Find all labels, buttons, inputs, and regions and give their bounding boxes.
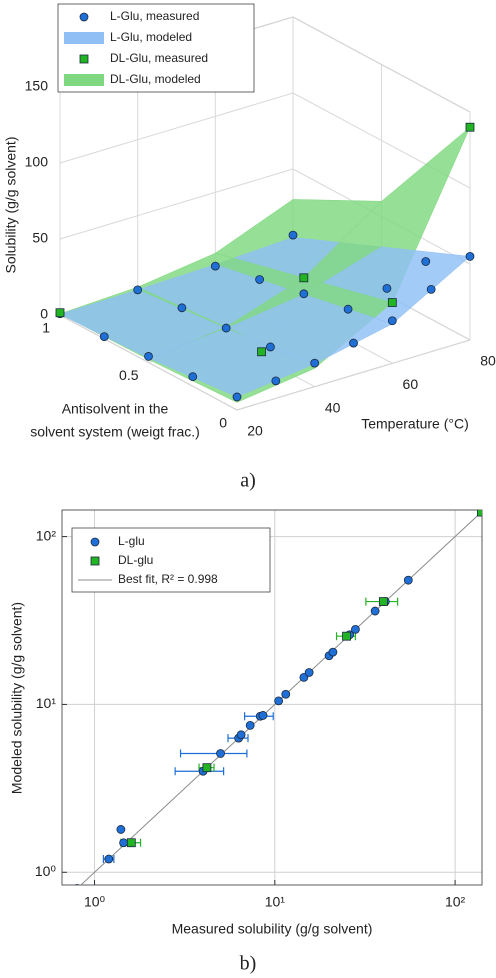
x-tick-label: 40 xyxy=(325,399,341,415)
y-axis-label: Antisolvent in the xyxy=(62,401,169,417)
data-point xyxy=(387,316,397,326)
caption: b) xyxy=(240,953,257,975)
data-point xyxy=(403,575,413,585)
data-point xyxy=(232,392,242,402)
data-point xyxy=(188,372,198,382)
legend-label: L-Glu, modeled xyxy=(110,30,192,44)
legend-marker xyxy=(79,54,89,64)
data-point xyxy=(465,251,475,261)
data-point xyxy=(126,838,136,848)
legend-box xyxy=(71,527,271,593)
data-point xyxy=(387,298,397,307)
data-point xyxy=(382,283,392,293)
z-axis-label: Solubility (g/g solvent) xyxy=(3,137,19,274)
data-point xyxy=(370,606,380,616)
data-point xyxy=(274,696,284,706)
data-point xyxy=(426,284,436,294)
data-point xyxy=(257,347,266,357)
data-point xyxy=(119,838,129,848)
data-point xyxy=(378,597,388,606)
data-point xyxy=(310,358,320,368)
y-axis-label: Modeled solubility (g/g solvent) xyxy=(9,602,25,794)
data-point xyxy=(351,624,360,634)
x-tick-label: 80 xyxy=(480,353,496,369)
axis-frame xyxy=(61,509,483,886)
legend-label: Best fit, R² = 0.998 xyxy=(118,572,218,586)
legend-swatch xyxy=(64,32,104,44)
legend-marker xyxy=(90,537,100,547)
y-axis-label: solvent system (weigt frac.) xyxy=(30,424,200,440)
data-point xyxy=(281,689,291,699)
data-point xyxy=(465,122,475,132)
data-point xyxy=(477,510,482,517)
legend-label: DL-glu xyxy=(118,553,153,567)
data-point xyxy=(144,352,153,361)
grid-line xyxy=(59,168,294,240)
data-point xyxy=(202,763,212,773)
data-point xyxy=(299,289,309,299)
data-point xyxy=(116,825,126,834)
grid-line xyxy=(59,92,294,164)
data-point xyxy=(288,230,298,240)
legend-label: DL-Glu, modeled xyxy=(110,72,201,86)
legend-label: L-Glu, measured xyxy=(110,9,199,23)
data-point xyxy=(421,257,431,266)
grid-line xyxy=(236,339,471,411)
data-point xyxy=(133,285,143,295)
data-point xyxy=(221,323,231,333)
data-point xyxy=(343,304,353,314)
error-bar xyxy=(179,749,248,758)
x-tick-label: 10⁰ xyxy=(84,894,106,910)
data-point xyxy=(236,730,246,740)
error-bar xyxy=(92,884,94,885)
data-point xyxy=(271,376,281,386)
legend-marker xyxy=(90,556,100,566)
y-tick-label: 10⁰ xyxy=(35,863,57,879)
caption: a) xyxy=(240,470,256,492)
y-tick-label: 10¹ xyxy=(36,695,57,711)
data-point xyxy=(328,647,338,657)
data-point xyxy=(99,332,109,342)
y-tick-label: 0 xyxy=(219,415,227,431)
data-point xyxy=(255,275,264,284)
data-point xyxy=(177,303,187,313)
x-tick-label: 10¹ xyxy=(265,894,286,910)
x-tick-label: 10² xyxy=(445,894,466,910)
z-tick-label: 0 xyxy=(40,306,48,322)
z-tick-label: 100 xyxy=(25,154,49,170)
y-tick-label: 1 xyxy=(42,320,50,336)
data-point xyxy=(266,342,275,352)
data-point xyxy=(349,338,358,348)
z-tick-label: 50 xyxy=(32,230,48,246)
y-tick-label: 0.5 xyxy=(119,367,139,383)
data-point xyxy=(55,308,65,318)
legend-marker xyxy=(79,12,89,22)
data-point xyxy=(216,749,225,758)
legend-label: DL-Glu, measured xyxy=(110,51,208,65)
x-tick-label: 20 xyxy=(247,423,263,439)
legend-swatch xyxy=(64,74,104,86)
legend-label: L-glu xyxy=(118,534,145,548)
fit-line xyxy=(80,511,482,885)
data-point xyxy=(104,854,114,864)
y-tick-label: 10² xyxy=(36,527,57,543)
data-point xyxy=(210,261,220,271)
data-point xyxy=(245,721,255,730)
x-tick-label: 60 xyxy=(403,376,419,392)
x-axis-label: Measured solubility (g/g solvent) xyxy=(172,921,373,937)
data-point xyxy=(258,711,268,720)
data-point xyxy=(74,884,80,885)
x-axis-label: Temperature (°C) xyxy=(361,416,469,432)
z-tick-label: 150 xyxy=(25,78,49,94)
data-point xyxy=(304,668,314,677)
data-point xyxy=(342,631,351,641)
plot-clip xyxy=(74,510,482,885)
data-point xyxy=(299,273,309,283)
